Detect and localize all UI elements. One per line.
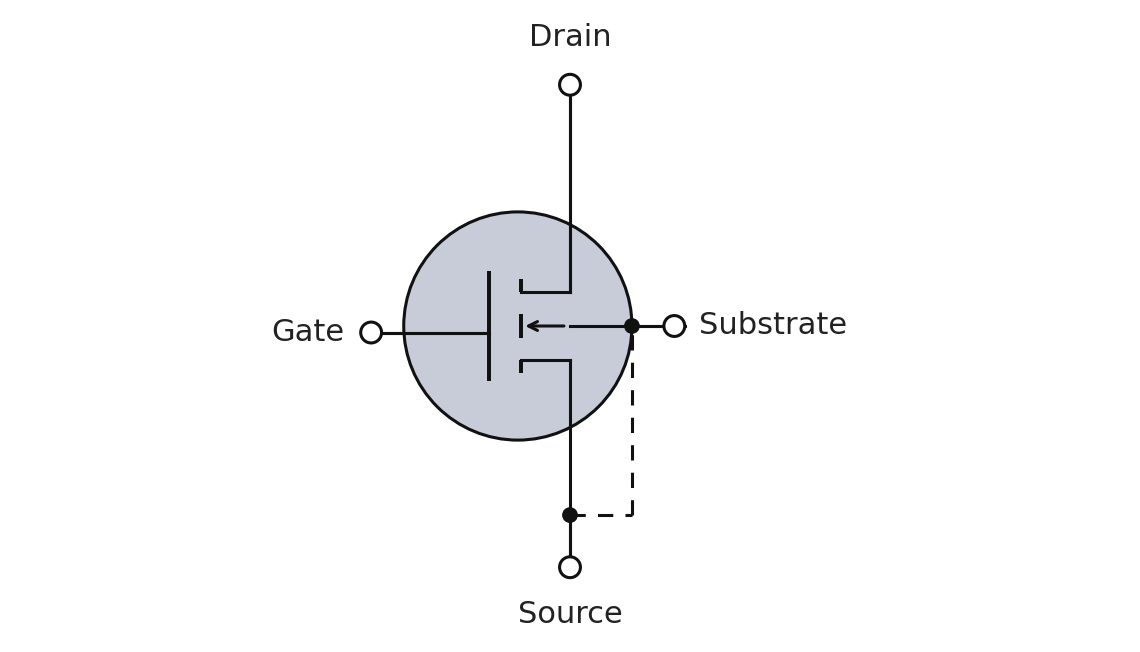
Circle shape	[404, 212, 632, 440]
Circle shape	[360, 322, 382, 343]
Text: Drain: Drain	[529, 23, 611, 52]
Circle shape	[560, 74, 580, 95]
Text: Substrate: Substrate	[699, 312, 847, 340]
Circle shape	[625, 319, 640, 333]
Circle shape	[560, 557, 580, 578]
Text: Source: Source	[518, 600, 622, 629]
Circle shape	[563, 508, 577, 522]
Circle shape	[663, 316, 685, 336]
Text: Gate: Gate	[271, 318, 344, 347]
